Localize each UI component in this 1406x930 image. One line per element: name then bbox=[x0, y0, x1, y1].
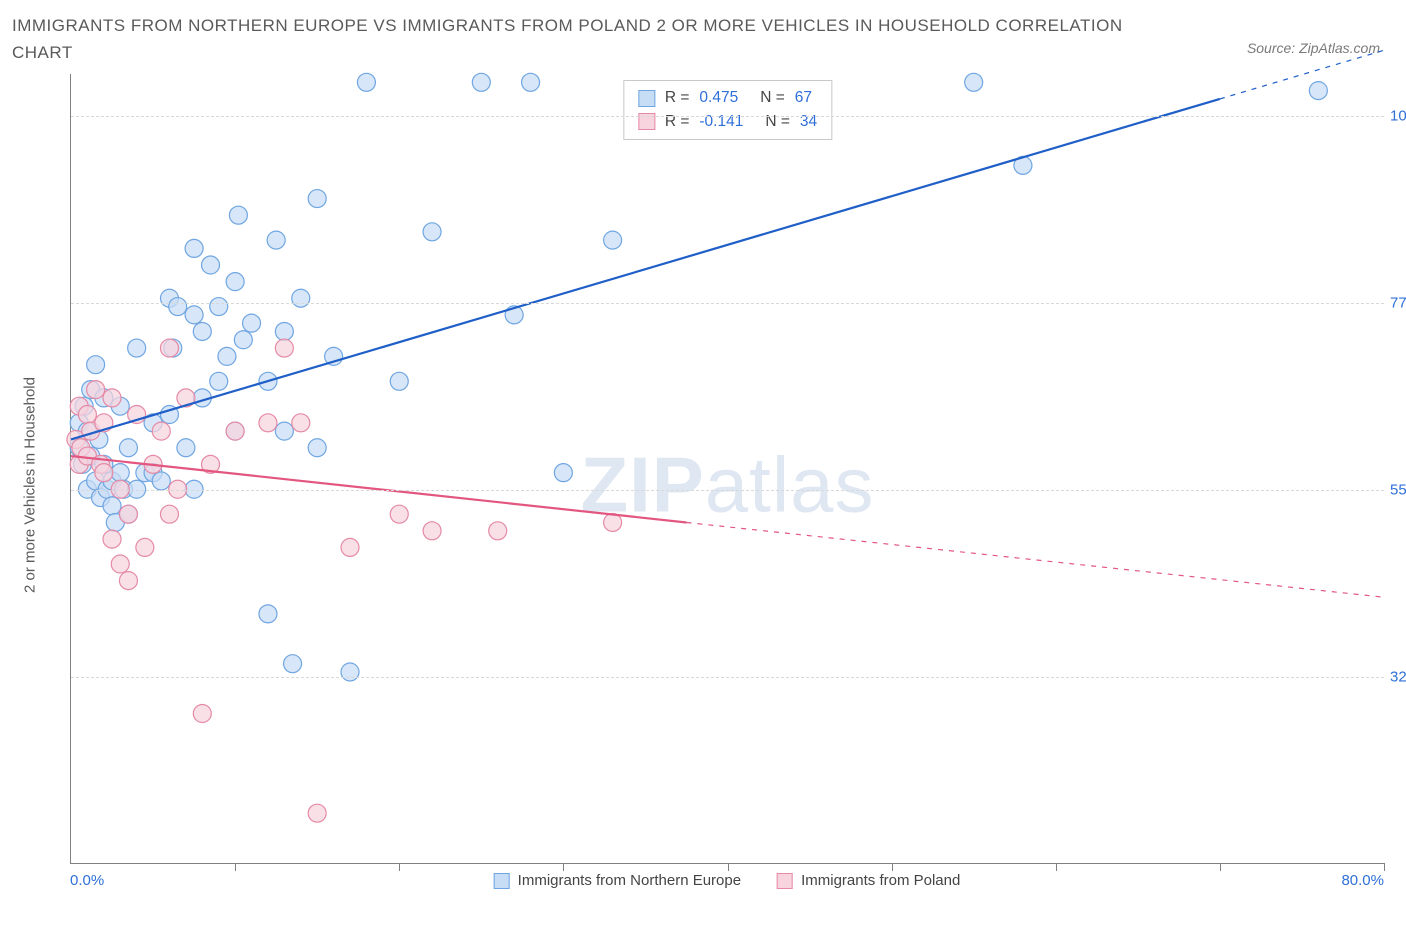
chart-title: IMMIGRANTS FROM NORTHERN EUROPE VS IMMIG… bbox=[12, 12, 1132, 66]
legend-item: Immigrants from Northern Europe bbox=[494, 872, 741, 889]
x-tick bbox=[728, 863, 729, 871]
bottom-legend: Immigrants from Northern Europe Immigrant… bbox=[494, 872, 961, 889]
gridline bbox=[71, 116, 1384, 117]
x-tick bbox=[399, 863, 400, 871]
source-attribution: Source: ZipAtlas.com bbox=[1247, 40, 1380, 56]
x-tick bbox=[563, 863, 564, 871]
y-tick-label: 100.0% bbox=[1390, 107, 1406, 124]
x-axis-max-label: 80.0% bbox=[1341, 872, 1384, 889]
y-tick-label: 55.0% bbox=[1390, 481, 1406, 498]
stats-row: R = -0.141N = 34 bbox=[638, 110, 817, 133]
x-axis-min-label: 0.0% bbox=[70, 872, 104, 889]
plot-area: ZIPatlas R = 0.475N = 67R = -0.141N = 34… bbox=[70, 74, 1384, 864]
x-tick bbox=[1056, 863, 1057, 871]
gridline bbox=[71, 677, 1384, 678]
stats-legend-box: R = 0.475N = 67R = -0.141N = 34 bbox=[623, 80, 832, 140]
x-tick bbox=[892, 863, 893, 871]
x-tick bbox=[1384, 863, 1385, 871]
legend-item: Immigrants from Poland bbox=[777, 872, 960, 889]
chart-container: 2 or more Vehicles in Household ZIPatlas… bbox=[12, 74, 1394, 896]
y-tick-label: 77.5% bbox=[1390, 294, 1406, 311]
x-tick bbox=[1220, 863, 1221, 871]
y-tick-label: 32.5% bbox=[1390, 668, 1406, 685]
gridline bbox=[71, 490, 1384, 491]
gridline bbox=[71, 303, 1384, 304]
y-axis-label: 2 or more Vehicles in Household bbox=[22, 377, 39, 593]
x-tick bbox=[235, 863, 236, 871]
stats-row: R = 0.475N = 67 bbox=[638, 86, 817, 109]
scatter-svg bbox=[71, 74, 1384, 863]
x-axis-row: 0.0% Immigrants from Northern EuropeImmi… bbox=[70, 872, 1384, 896]
